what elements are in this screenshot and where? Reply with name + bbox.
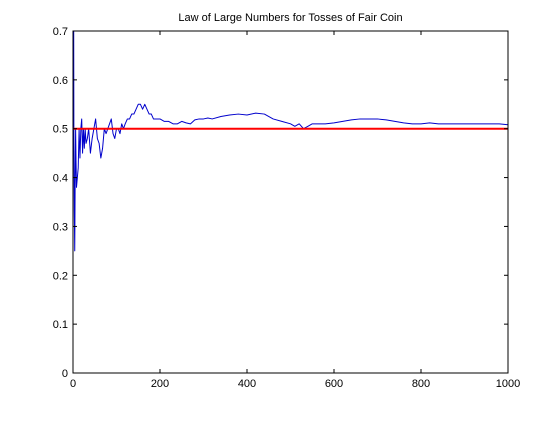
plot-frame [72, 30, 509, 374]
y-tick-label: 0.6 [53, 75, 68, 87]
plot-area [73, 31, 508, 373]
chart-title: Law of Large Numbers for Tosses of Fair … [178, 12, 403, 24]
x-tick-label: 400 [238, 378, 256, 390]
y-tick-label: 0.7 [53, 26, 68, 38]
y-tick-label: 0 [62, 368, 68, 380]
x-tick-label: 800 [412, 378, 430, 390]
y-tick-label: 0.4 [53, 173, 68, 185]
x-tick-label: 600 [325, 378, 343, 390]
x-tick-label: 200 [151, 378, 169, 390]
x-tick-label: 0 [70, 378, 76, 390]
x-tick-label: 1000 [496, 378, 520, 390]
y-tick-label: 0.2 [53, 270, 68, 282]
y-tick-label: 0.5 [53, 124, 68, 136]
y-tick-label: 0.1 [53, 319, 68, 331]
series-line-running-proportion [73, 31, 508, 252]
y-tick-label: 0.3 [53, 221, 68, 233]
